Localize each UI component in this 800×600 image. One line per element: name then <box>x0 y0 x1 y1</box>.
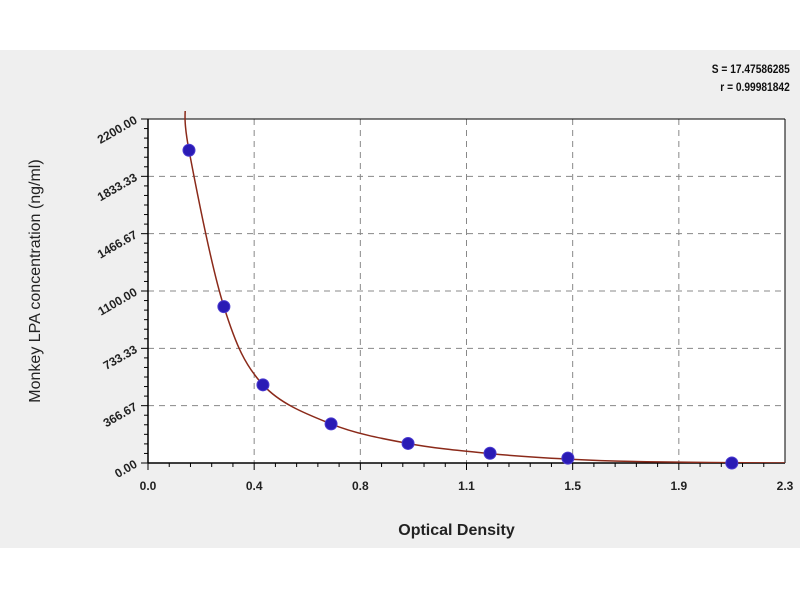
x-tick-label: 2.3 <box>777 479 794 493</box>
fit-curve <box>184 111 785 463</box>
data-point <box>217 300 231 314</box>
data-point <box>561 451 575 465</box>
data-point <box>182 143 196 157</box>
s-statistic: S = 17.47586285 <box>711 62 790 76</box>
x-tick-label: 1.9 <box>670 479 687 493</box>
data-point <box>401 436 415 450</box>
y-tick-label: 1466.67 <box>95 227 140 261</box>
data-point <box>324 417 338 431</box>
data-point <box>725 456 739 470</box>
r-statistic: r = 0.99981842 <box>720 80 790 94</box>
x-axis-label: Optical Density <box>398 522 515 539</box>
y-tick-label: 366.67 <box>101 399 140 430</box>
y-tick-label: 0.00 <box>112 457 140 481</box>
x-tick-label: 0.8 <box>352 479 369 493</box>
y-tick-label: 1833.33 <box>95 170 140 204</box>
data-point <box>483 446 497 460</box>
x-tick-label: 0.4 <box>246 479 263 493</box>
data-point <box>256 378 270 392</box>
y-tick-label: 733.33 <box>101 342 140 373</box>
y-tick-label: 1100.00 <box>96 285 140 319</box>
y-tick-label: 2200.00 <box>95 113 140 147</box>
y-axis-label: Monkey LPA concentration (ng/ml) <box>27 159 44 402</box>
x-tick-label: 0.0 <box>140 479 157 493</box>
x-tick-label: 1.5 <box>564 479 581 493</box>
x-tick-label: 1.1 <box>458 479 475 493</box>
